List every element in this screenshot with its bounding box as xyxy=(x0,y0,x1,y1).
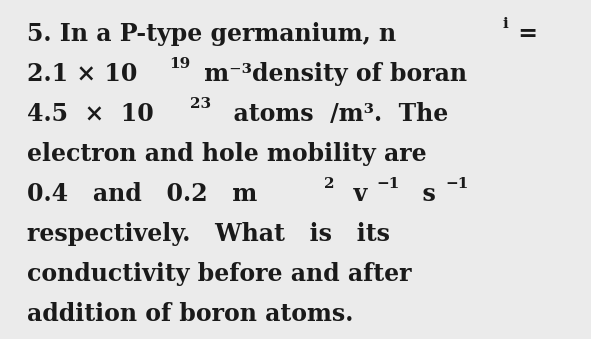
Text: 0.4   and   0.2   m: 0.4 and 0.2 m xyxy=(27,182,257,206)
Text: v: v xyxy=(337,182,368,206)
Text: 19: 19 xyxy=(169,57,190,71)
Text: i: i xyxy=(503,17,509,31)
Text: s: s xyxy=(407,182,436,206)
Text: atoms  /m³.  The: atoms /m³. The xyxy=(217,102,449,126)
Text: −1: −1 xyxy=(376,177,400,191)
Text: 5. In a P-type germanium, n: 5. In a P-type germanium, n xyxy=(27,22,396,46)
Text: 23: 23 xyxy=(190,97,211,111)
Text: m⁻³density of boran: m⁻³density of boran xyxy=(196,62,467,86)
Text: −1: −1 xyxy=(445,177,468,191)
Text: 2.1 × 10: 2.1 × 10 xyxy=(27,62,137,86)
Text: =: = xyxy=(510,22,538,46)
Text: conductivity before and after: conductivity before and after xyxy=(27,262,411,286)
Text: addition of boron atoms.: addition of boron atoms. xyxy=(27,302,353,326)
Text: 2: 2 xyxy=(324,177,334,191)
Text: electron and hole mobility are: electron and hole mobility are xyxy=(27,142,426,166)
Text: 4.5  ×  10: 4.5 × 10 xyxy=(27,102,153,126)
Text: respectively.   What   is   its: respectively. What is its xyxy=(27,222,389,246)
